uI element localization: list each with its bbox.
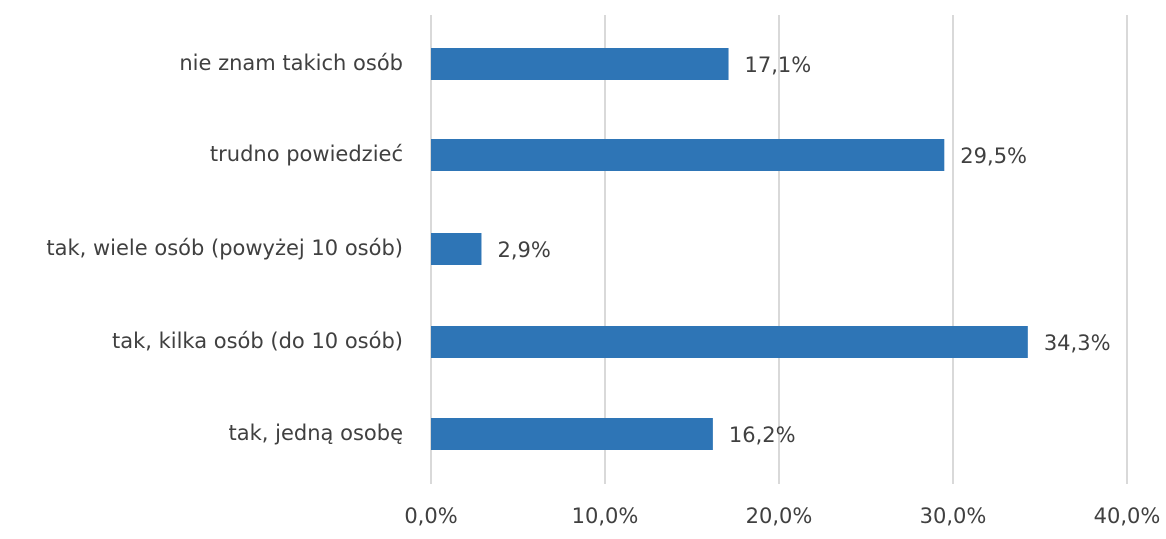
category-label-2: tak, wiele osób (powyżej 10 osób) — [46, 236, 403, 260]
data-labels: 17,1% 29,5% 2,9% 34,3% 16,2% — [497, 53, 1110, 447]
gridlines — [430, 15, 1128, 484]
x-tick-label-3: 30,0% — [920, 504, 987, 528]
x-axis-tick-labels: 0,0% 10,0% 20,0% 30,0% 40,0% — [404, 504, 1160, 528]
category-label-0: nie znam takich osób — [179, 51, 403, 75]
bar-2 — [431, 233, 482, 265]
x-tick-label-2: 20,0% — [746, 504, 813, 528]
category-label-4: tak, jedną osobę — [229, 421, 403, 445]
data-label-0: 17,1% — [745, 53, 812, 77]
bar-3 — [431, 326, 1028, 358]
category-label-1: trudno powiedzieć — [210, 142, 403, 166]
x-tick-label-4: 40,0% — [1094, 504, 1161, 528]
data-label-3: 34,3% — [1044, 331, 1111, 355]
data-label-1: 29,5% — [960, 144, 1027, 168]
bar-1 — [431, 139, 945, 171]
data-label-2: 2,9% — [497, 238, 550, 262]
bar-4 — [431, 418, 713, 450]
bar-0 — [431, 48, 729, 80]
category-labels: nie znam takich osób trudno powiedzieć tak… — [46, 51, 403, 445]
category-label-3: tak, kilka osób (do 10 osób) — [112, 329, 403, 353]
x-tick-label-1: 10,0% — [572, 504, 639, 528]
bars — [431, 48, 1028, 450]
data-label-4: 16,2% — [729, 423, 796, 447]
x-tick-label-0: 0,0% — [404, 504, 457, 528]
